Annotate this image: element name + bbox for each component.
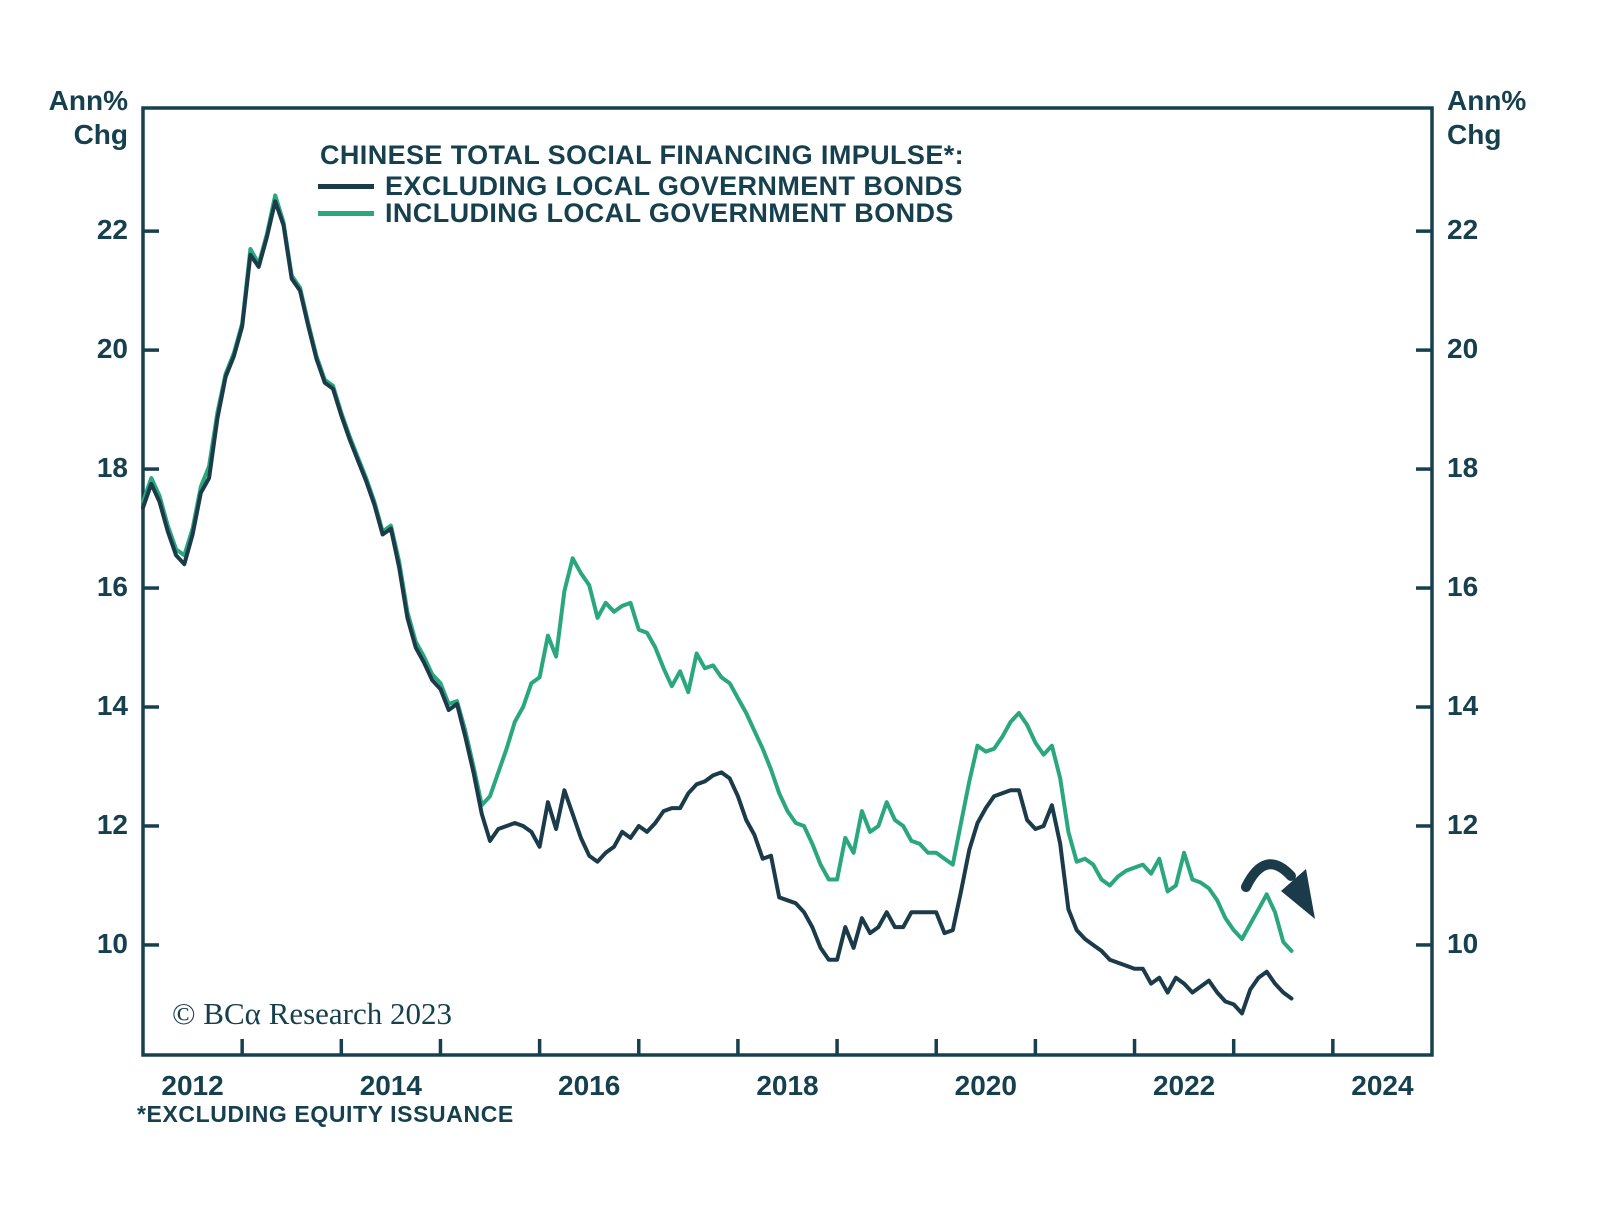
legend-entry-excluding: EXCLUDING LOCAL GOVERNMENT BONDS bbox=[318, 170, 963, 201]
y-tick-label-right: 22 bbox=[1447, 214, 1479, 246]
trend-arrow-curve bbox=[1241, 859, 1296, 892]
trend-arrow-head bbox=[1281, 869, 1315, 919]
legend-swatch-excluding bbox=[318, 183, 374, 189]
legend-label-excluding: EXCLUDING LOCAL GOVERNMENT BONDS bbox=[385, 170, 963, 201]
y-tick-label-left: 20 bbox=[96, 333, 128, 365]
x-tick-label: 2022 bbox=[1152, 1070, 1216, 1101]
y-tick-label-left: 16 bbox=[96, 571, 128, 603]
y-tick-label-left: 12 bbox=[96, 808, 128, 840]
y-tick-label-right: 10 bbox=[1447, 927, 1479, 959]
copyright-notice: © BCα Research 2023 bbox=[172, 996, 452, 1031]
y-tick-label-right: 14 bbox=[1447, 690, 1479, 721]
y-axis-label-right: Ann% Chg bbox=[1447, 84, 1587, 152]
x-tick-label: 2024 bbox=[1351, 1070, 1414, 1101]
y-tick-label-right: 18 bbox=[1447, 452, 1479, 484]
legend-entry-including: INCLUDING LOCAL GOVERNMENT BONDS bbox=[318, 197, 954, 228]
series-line-including bbox=[141, 193, 1294, 953]
y-tick-label-left: 10 bbox=[96, 927, 128, 959]
x-tick-label: 2014 bbox=[359, 1070, 423, 1101]
y-tick-label-left: 14 bbox=[96, 690, 128, 721]
x-tick-label: 2016 bbox=[558, 1070, 621, 1101]
y-tick-label-right: 12 bbox=[1447, 808, 1479, 840]
y-axis-label-line: Chg bbox=[1447, 119, 1502, 150]
y-axis-label-left: Ann% Chg bbox=[18, 84, 128, 152]
plot-frame bbox=[141, 106, 1434, 1057]
y-tick-label-left: 18 bbox=[96, 452, 128, 484]
footnote: *EXCLUDING EQUITY ISSUANCE bbox=[137, 1101, 514, 1127]
y-tick-label-left: 22 bbox=[96, 214, 128, 246]
y-axis-label-line: Chg bbox=[73, 119, 128, 150]
legend-swatch-including bbox=[318, 210, 374, 216]
y-axis-label-line: Ann% bbox=[1447, 85, 1527, 116]
series-line-excluding bbox=[141, 199, 1294, 1016]
chart-title: CHINESE TOTAL SOCIAL FINANCING IMPULSE*: bbox=[320, 140, 965, 170]
legend-label-including: INCLUDING LOCAL GOVERNMENT BONDS bbox=[385, 197, 954, 228]
y-axis-label-line: Ann% bbox=[48, 85, 128, 116]
x-tick-label: 2012 bbox=[161, 1070, 224, 1101]
y-tick-label-right: 16 bbox=[1447, 571, 1479, 603]
y-tick-label-right: 20 bbox=[1447, 333, 1479, 365]
x-tick-label: 2020 bbox=[954, 1070, 1017, 1101]
x-tick-label: 2018 bbox=[756, 1070, 819, 1101]
